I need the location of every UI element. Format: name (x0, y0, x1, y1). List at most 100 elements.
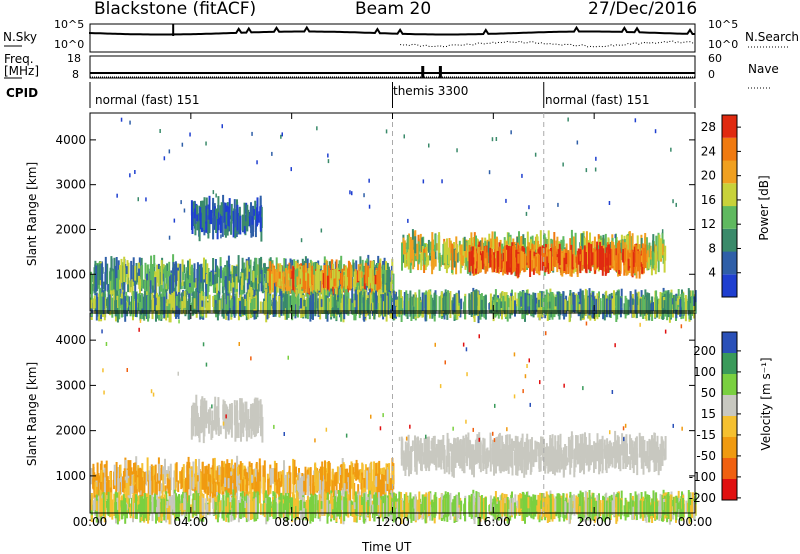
range-gate-cell (469, 250, 472, 266)
velocity-heatmap (90, 318, 697, 525)
echo-dot (225, 212, 227, 217)
range-gate-cell (254, 468, 257, 482)
range-gate-cell (239, 461, 242, 480)
range-gate-cell (337, 271, 340, 279)
range-gate-cell (346, 477, 349, 502)
range-gate-cell (627, 258, 630, 271)
range-gate-cell (296, 295, 299, 318)
range-gate-cell (534, 440, 537, 455)
range-gate-cell (225, 479, 228, 493)
range-gate-cell (262, 277, 265, 292)
range-gate-cell (307, 273, 310, 293)
range-gate-cell (151, 476, 154, 495)
range-gate-cell (210, 469, 213, 493)
range-gate-cell (97, 264, 99, 277)
range-gate-cell (634, 289, 637, 314)
range-gate-cell (470, 232, 473, 260)
range-gate-cell (198, 215, 201, 242)
range-gate-cell (307, 475, 310, 484)
range-gate-cell (498, 432, 501, 456)
range-gate-cell (601, 454, 604, 474)
range-gate-cell (431, 438, 434, 458)
range-gate-cell (360, 271, 363, 278)
echo-dot (129, 173, 131, 178)
range-gate-cell (475, 261, 478, 269)
range-gate-cell (134, 265, 137, 281)
range-gate-cell (524, 238, 526, 253)
range-gate-cell (214, 273, 217, 284)
range-gate-cell (474, 439, 477, 459)
range-gate-cell (353, 271, 356, 292)
range-gate-cell (450, 444, 453, 472)
range-gate-cell (574, 232, 577, 258)
range-gate-cell (224, 276, 227, 289)
range-gate-cell (370, 261, 373, 289)
range-gate-cell (424, 294, 427, 322)
range-gate-cell (117, 269, 120, 291)
range-gate-cell (461, 255, 464, 266)
echo-dot (159, 129, 161, 133)
range-gate-cell (657, 447, 660, 463)
range-gate-cell (168, 303, 171, 314)
range-gate-cell (289, 478, 291, 499)
range-gate-cell (111, 271, 114, 291)
range-gate-cell (629, 291, 632, 313)
echo-dot (290, 167, 292, 172)
range-gate-cell (478, 294, 480, 312)
range-gate-cell (222, 399, 225, 418)
range-gate-cell (340, 255, 343, 284)
range-gate-cell (191, 404, 194, 431)
range-gate-cell (257, 414, 259, 432)
range-gate-cell (285, 294, 288, 320)
range-gate-cell (544, 296, 547, 313)
range-gate-cell (251, 481, 254, 490)
range-gate-cell (630, 236, 633, 263)
date-title: 27/Dec/2016 (588, 0, 698, 19)
range-gate-cell (611, 249, 614, 269)
range-gate-cell (410, 446, 413, 453)
range-gate-cell (447, 247, 450, 265)
range-gate-cell (345, 477, 348, 484)
range-gate-cell (598, 249, 601, 268)
freq-left-tick-bottom: 8 (72, 68, 79, 81)
range-gate-cell (331, 269, 334, 287)
range-gate-cell (322, 475, 325, 493)
range-gate-cell (469, 459, 472, 467)
range-gate-cell (174, 261, 177, 280)
range-gate-cell (466, 440, 469, 467)
range-gate-cell (650, 439, 653, 459)
range-gate-cell (659, 292, 662, 317)
range-gate-cell (212, 458, 215, 485)
range-gate-cell (456, 293, 459, 320)
range-gate-cell (540, 298, 543, 307)
range-gate-cell (534, 292, 537, 315)
range-gate-cell (166, 299, 169, 307)
range-gate-cell (269, 269, 271, 291)
range-gate-cell (295, 466, 297, 478)
range-gate-cell (143, 472, 146, 485)
range-gate-cell (273, 276, 276, 302)
range-gate-cell (303, 480, 306, 492)
range-gate-cell (479, 294, 482, 320)
range-gate-cell (603, 439, 606, 451)
range-gate-cell (649, 248, 652, 260)
range-gate-cell (224, 266, 227, 280)
range-gate-cell (409, 237, 412, 263)
range-gate-cell (644, 289, 647, 316)
range-gate-cell (254, 200, 257, 220)
range-gate-cell (547, 446, 550, 459)
range-gate-cell (386, 469, 389, 485)
range-gate-cell (339, 465, 342, 491)
range-gate-cell (250, 414, 253, 439)
range-gate-cell (601, 298, 604, 313)
range-gate-cell (217, 212, 220, 220)
range-gate-cell (334, 294, 337, 312)
range-gate-cell (376, 473, 379, 500)
range-gate-cell (438, 296, 441, 318)
range-gate-cell (320, 299, 323, 307)
range-gate-cell (248, 271, 250, 285)
range-gate-cell (646, 441, 649, 469)
range-gate-cell (443, 241, 446, 264)
range-gate-cell (138, 471, 141, 493)
range-gate-cell (94, 481, 97, 496)
